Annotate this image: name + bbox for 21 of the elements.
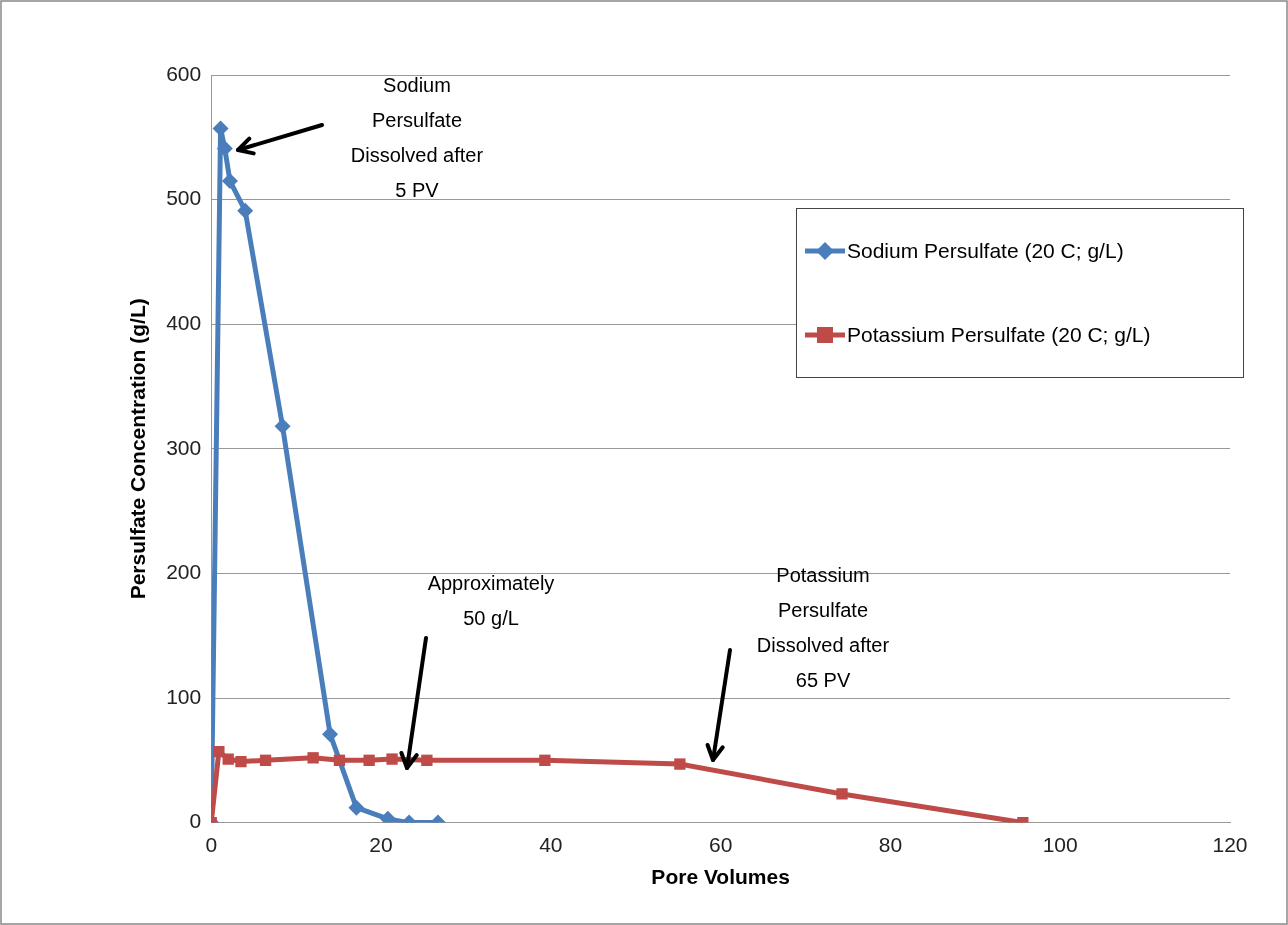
legend-label: Potassium Persulfate (20 C; g/L): [847, 323, 1151, 347]
x-axis-title: Pore Volumes: [651, 865, 790, 889]
y-tick-label: 400: [166, 311, 202, 334]
x-tick-label: 20: [369, 833, 393, 856]
y-tick-label: 0: [189, 809, 202, 833]
x-tick-label: 40: [539, 833, 563, 856]
y-tick-label: 200: [166, 560, 202, 584]
y-tick-label: 300: [166, 435, 202, 459]
x-tick-label: 60: [708, 833, 733, 856]
annotation: Approximately 50 g/L: [427, 571, 555, 629]
y-tick-label: 500: [166, 186, 202, 210]
annotation: Sodium Persulfate Dissolved after 5 PV: [350, 73, 484, 201]
x-tick-label: 80: [878, 833, 903, 856]
y-tick-label: 100: [166, 684, 202, 708]
x-tick-label: 0: [205, 833, 218, 856]
y-tick-label: 600: [166, 61, 202, 85]
y-axis-title: Persulfate Concentration (g/L): [126, 298, 150, 600]
annotation: Potassium Persulfate Dissolved after 65 PV: [756, 563, 890, 691]
x-tick-label: 100: [1042, 833, 1078, 856]
x-tick-label: 120: [1212, 833, 1248, 856]
legend-label: Sodium Persulfate (20 C; g/L): [847, 239, 1124, 263]
